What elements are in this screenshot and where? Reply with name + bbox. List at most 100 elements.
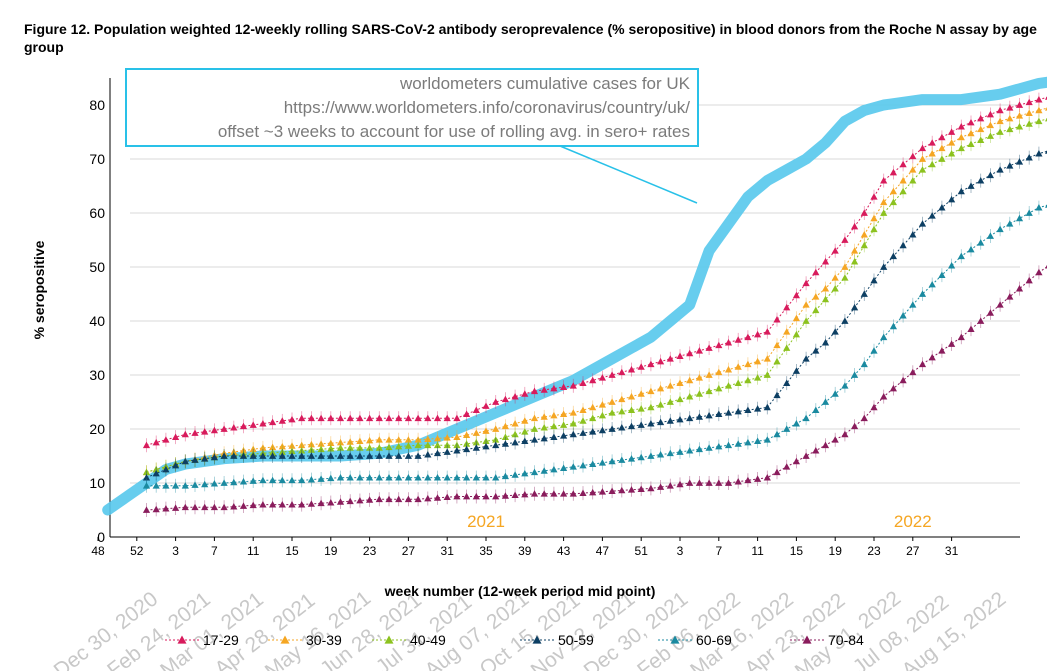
- legend: 17-29 30-39 40-49 50-59 60-69 70-84: [165, 632, 864, 648]
- data-point: [608, 457, 616, 465]
- data-point: [385, 452, 393, 459]
- x-tick-label: 43: [557, 544, 571, 558]
- data-point: [414, 452, 422, 459]
- data-point: [501, 395, 509, 403]
- data-point: [657, 483, 665, 490]
- data-point: [1035, 150, 1043, 157]
- data-point: [482, 442, 490, 450]
- data-point: [996, 166, 1004, 173]
- data-point: [880, 198, 888, 206]
- legend-item: 50-59: [520, 632, 594, 648]
- data-point: [734, 440, 742, 447]
- data-point: [463, 492, 471, 500]
- data-point: [889, 252, 897, 260]
- data-point: [327, 444, 335, 452]
- data-point: [598, 459, 606, 466]
- data-point: [957, 252, 965, 260]
- y-tick-label: 60: [89, 205, 105, 221]
- data-point: [356, 496, 364, 504]
- data-point: [647, 403, 655, 411]
- data-point: [773, 391, 781, 399]
- data-point: [307, 476, 315, 483]
- data-point: [754, 357, 762, 365]
- data-point: [948, 128, 956, 135]
- data-point: [530, 414, 539, 422]
- data-point: [957, 133, 965, 141]
- data-point: [647, 452, 655, 459]
- data-point: [317, 499, 325, 507]
- legend-swatch-marker: [802, 635, 812, 644]
- data-point: [278, 452, 286, 459]
- data-point: [996, 128, 1004, 135]
- data-point: [724, 339, 733, 346]
- data-point: [142, 506, 151, 513]
- data-point: [1035, 204, 1043, 211]
- data-point: [589, 376, 597, 384]
- data-point: [1015, 101, 1024, 108]
- data-point: [453, 433, 461, 440]
- data-point: [666, 382, 674, 389]
- data-point: [298, 476, 306, 484]
- series-group: [142, 92, 1047, 517]
- data-point: [433, 441, 442, 449]
- data-point: [569, 409, 577, 416]
- data-point: [336, 438, 345, 446]
- data-point: [666, 355, 674, 362]
- data-point: [463, 474, 471, 481]
- data-point: [346, 414, 354, 422]
- data-point: [686, 414, 694, 422]
- series-line: [146, 266, 1047, 511]
- data-point: [443, 441, 451, 449]
- data-point: [560, 383, 568, 391]
- data-point: [851, 258, 859, 265]
- data-point: [986, 132, 994, 139]
- data-point: [230, 503, 238, 510]
- data-point: [395, 442, 403, 450]
- data-point: [395, 452, 403, 459]
- data-point: [754, 437, 762, 445]
- data-point: [375, 414, 383, 422]
- data-point: [666, 449, 674, 457]
- data-point: [715, 410, 723, 418]
- data-point: [598, 411, 606, 419]
- data-point: [356, 437, 364, 445]
- data-point: [627, 486, 636, 493]
- data-point: [860, 209, 868, 216]
- data-point: [472, 438, 480, 446]
- data-point: [695, 347, 703, 354]
- data-point: [278, 417, 286, 424]
- data-point: [938, 271, 946, 278]
- data-point: [249, 452, 257, 459]
- data-point: [579, 461, 587, 469]
- data-point: [637, 485, 645, 492]
- x-tick-label: 11: [247, 544, 260, 558]
- data-point: [181, 503, 189, 511]
- data-point: [404, 436, 412, 443]
- data-point: [763, 474, 771, 481]
- data-point: [676, 352, 684, 359]
- data-point: [385, 414, 393, 422]
- data-point: [356, 474, 364, 481]
- data-point: [172, 433, 180, 440]
- data-point: [792, 314, 800, 322]
- data-point: [230, 452, 238, 459]
- data-point: [414, 441, 422, 449]
- series-line: [146, 204, 1047, 487]
- data-point: [996, 117, 1004, 125]
- series-line: [146, 118, 1047, 473]
- data-point: [598, 488, 606, 495]
- data-point: [870, 193, 878, 200]
- data-point: [239, 447, 248, 454]
- data-point: [463, 440, 471, 447]
- data-point: [744, 376, 752, 384]
- data-point: [327, 498, 335, 506]
- data-point: [142, 482, 151, 489]
- data-point: [705, 344, 713, 351]
- data-point: [317, 414, 325, 422]
- data-point: [686, 376, 694, 384]
- data-point: [870, 276, 878, 284]
- data-point: [647, 420, 655, 427]
- data-point: [734, 407, 742, 415]
- data-point: [773, 316, 781, 323]
- data-point: [356, 414, 364, 422]
